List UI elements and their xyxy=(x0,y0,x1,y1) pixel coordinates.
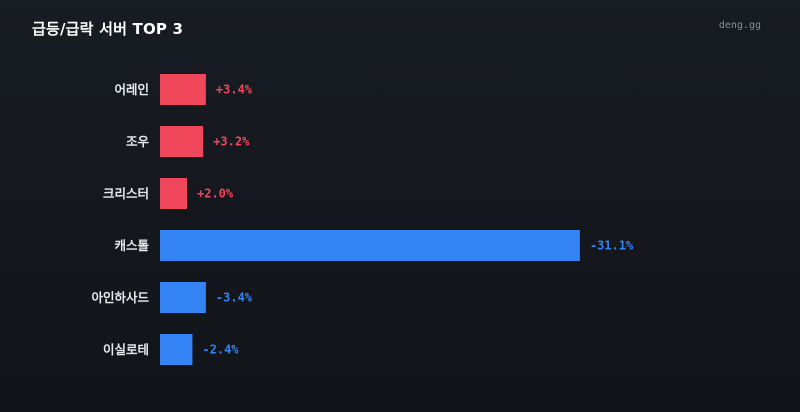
bar xyxy=(160,282,206,313)
category-label: 캐스톨 xyxy=(114,238,149,253)
value-label: -31.1% xyxy=(590,239,634,253)
category-label: 조우 xyxy=(126,134,150,149)
value-label: +3.4% xyxy=(216,83,253,97)
bar xyxy=(160,126,204,157)
category-label: 어레인 xyxy=(114,82,149,97)
bar xyxy=(160,334,193,365)
value-label: +2.0% xyxy=(197,187,234,201)
value-label: -3.4% xyxy=(216,291,253,305)
bar xyxy=(160,178,187,209)
category-label: 아인하사드 xyxy=(91,290,149,305)
chart-title: 급등/급락 서버 TOP 3 xyxy=(32,20,184,38)
value-label: -2.4% xyxy=(202,343,239,357)
category-label: 이실로테 xyxy=(103,342,149,357)
category-label: 크리스터 xyxy=(103,186,149,201)
value-label: +3.2% xyxy=(213,135,250,149)
bar xyxy=(160,74,206,105)
brand-watermark: deng.gg xyxy=(718,20,761,31)
bar xyxy=(160,230,580,261)
